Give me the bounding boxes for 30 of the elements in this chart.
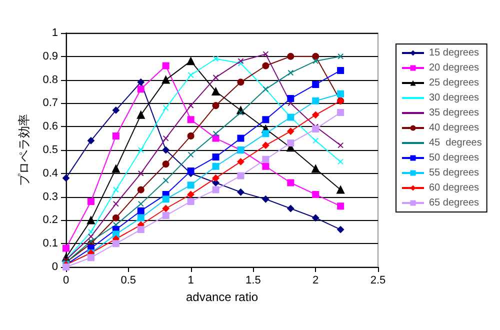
y-tick-label: 0.6 — [42, 120, 58, 133]
legend-label: 45 degrees — [429, 138, 482, 148]
x-tick-label: 1.5 — [246, 274, 261, 286]
y-tick-label: 0.8 — [42, 74, 58, 86]
y-tick-label: 1 — [52, 27, 58, 39]
legend-label: 40 degrees — [429, 122, 480, 134]
legend-label: 65 degrees — [429, 198, 480, 208]
x-tick-label: 1 — [188, 274, 194, 286]
legend-label: 60 degrees — [429, 182, 480, 194]
legend-label: 20 degrees — [429, 62, 480, 74]
legend-label: 15 degrees — [429, 48, 480, 58]
x-tick-label: 2 — [312, 274, 319, 286]
y-tick-label: 0 — [52, 261, 58, 273]
y-axis-title: プロペラ効率 — [17, 114, 31, 186]
y-tick-label: 0.2 — [42, 214, 58, 226]
y-tick-label: 0.4 — [42, 167, 58, 180]
legend-label: 30 degrees — [429, 92, 480, 104]
y-tick-label: 0.5 — [42, 144, 58, 156]
y-tick-label: 0.3 — [42, 190, 58, 203]
legend-label: 25 degrees — [429, 78, 480, 88]
legend-label: 50 degrees — [429, 152, 480, 164]
x-tick-label: 2.5 — [370, 274, 386, 286]
x-axis-title: advance ratio — [186, 290, 258, 304]
legend-label: 55 degrees — [429, 168, 480, 178]
legend-label: 35 degrees — [429, 108, 480, 118]
x-tick-label: 0 — [62, 274, 70, 286]
x-tick-label: 0.5 — [120, 274, 136, 286]
y-tick-label: 0.7 — [42, 97, 58, 110]
y-tick-label: 0.1 — [42, 238, 58, 250]
y-tick-label: 0.9 — [42, 50, 58, 62]
